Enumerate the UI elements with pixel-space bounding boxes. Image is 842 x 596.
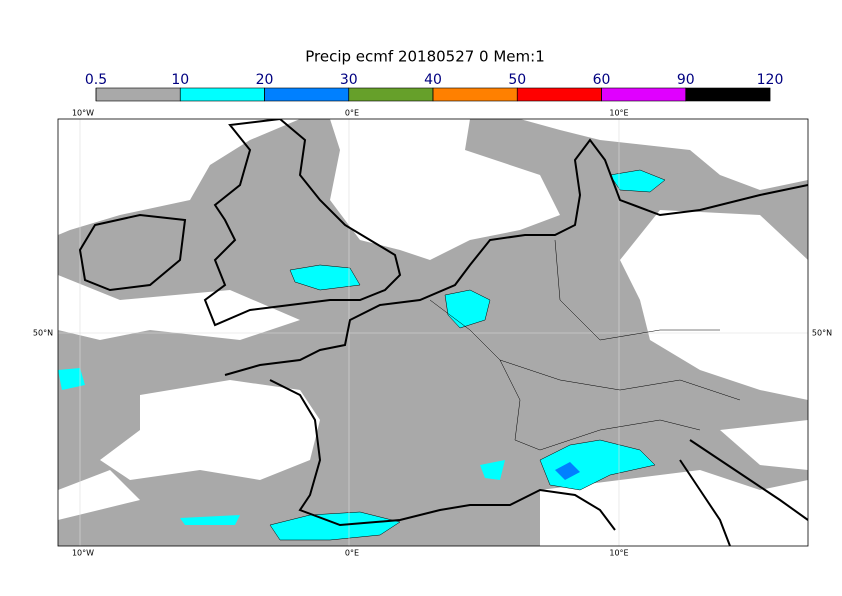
colorbar-segment: [516, 87, 602, 102]
lon-label: 10°W: [72, 549, 94, 558]
colorbar-tick-label: 120: [757, 72, 784, 88]
wet-area: [609, 169, 666, 193]
dry-area: [330, 119, 560, 260]
map-frame: [57, 118, 809, 547]
colorbar-segment: [264, 87, 350, 102]
colorbar-segment: [601, 87, 687, 102]
wet-area: [180, 515, 240, 525]
colorbar-tick-label: 30: [340, 72, 358, 88]
colorbar-tick-label: 10: [171, 72, 189, 88]
lon-label: 10°E: [609, 549, 628, 558]
dry-area: [100, 380, 320, 480]
wet-area: [269, 511, 401, 541]
lon-label: 10°W: [72, 109, 94, 118]
graticule: [58, 119, 808, 546]
wet-area: [555, 462, 580, 480]
wet-area: [58, 368, 85, 390]
colorbar-segment: [348, 87, 434, 102]
lat-label: 50°N: [33, 329, 53, 338]
colorbar: 0.5 10 20 30 40 50 60 90 120: [85, 72, 784, 102]
lon-label: 0°E: [345, 549, 359, 558]
colorbar-tick-label: 0.5: [85, 72, 107, 88]
lat-label: 50°N: [812, 329, 832, 338]
dry-area: [58, 470, 140, 520]
colorbar-segment: [685, 87, 771, 102]
dry-area: [620, 210, 808, 400]
dry-area: [720, 420, 808, 470]
dry-area: [58, 119, 300, 235]
wet-area: [289, 264, 361, 291]
colorbar-tick-label: 40: [424, 72, 442, 88]
title: Precip ecmf 20180527 0 Mem:1: [305, 48, 545, 66]
colorbar-segment: [432, 87, 518, 102]
colorbar-segment: [179, 87, 265, 102]
dry-area: [58, 275, 300, 340]
colorbar-tick-label: 60: [593, 72, 611, 88]
lon-label: 0°E: [345, 109, 359, 118]
border: [429, 239, 741, 451]
lon-label: 10°E: [609, 109, 628, 118]
colorbar-segment: [95, 87, 181, 102]
wet-area: [444, 289, 491, 329]
colorbar-tick-label: 20: [256, 72, 274, 88]
coastline: [78, 119, 808, 546]
dry-area: [540, 470, 808, 546]
map: [58, 119, 808, 546]
wet-area: [480, 460, 505, 480]
colorbar-tick-label: 90: [677, 72, 695, 88]
colorbar-tick-label: 50: [508, 72, 526, 88]
dry-area: [520, 119, 808, 190]
